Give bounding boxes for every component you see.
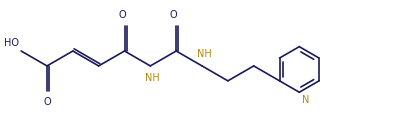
Text: N: N xyxy=(301,95,308,105)
Text: O: O xyxy=(170,10,177,20)
Text: HO: HO xyxy=(4,38,19,48)
Text: O: O xyxy=(43,97,51,107)
Text: NH: NH xyxy=(196,49,211,59)
Text: NH: NH xyxy=(145,73,160,83)
Text: O: O xyxy=(118,10,126,20)
